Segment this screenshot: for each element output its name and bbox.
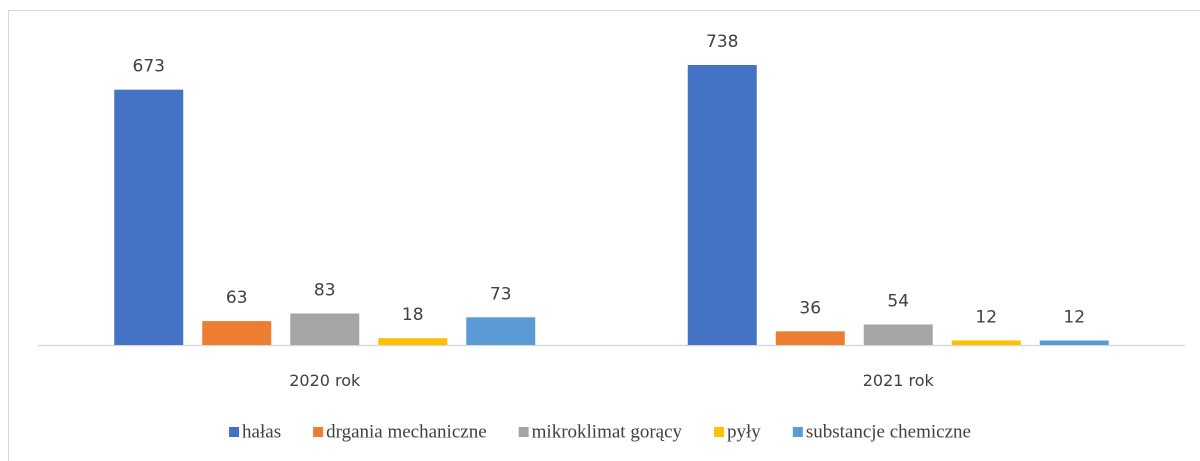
bar [687, 65, 757, 345]
data-label: 673 [133, 57, 165, 77]
legend-label: drgania mechaniczne [326, 421, 487, 442]
bar [202, 321, 272, 345]
data-label: 12 [1063, 307, 1085, 327]
bar [951, 340, 1021, 345]
legend-swatch [229, 427, 240, 437]
bar [466, 317, 536, 345]
legend-swatch [313, 427, 324, 437]
data-label: 73 [490, 284, 512, 304]
data-label: 54 [887, 292, 909, 312]
legend-swatch [792, 427, 803, 437]
bar [378, 338, 448, 345]
legend-label: mikroklimat gorący [532, 421, 683, 442]
data-label: 36 [799, 298, 821, 318]
data-label: 18 [402, 305, 424, 325]
legend-label: pyły [727, 421, 761, 442]
data-label: 12 [975, 307, 997, 327]
bar [775, 331, 845, 345]
x-tick-label: 2020 rok [289, 371, 361, 390]
legend-swatch [714, 427, 725, 437]
bar [1039, 340, 1109, 345]
x-tick-label: 2021 rok [863, 371, 935, 390]
data-label: 83 [314, 281, 336, 301]
bar [290, 313, 360, 345]
data-label: 63 [226, 288, 248, 308]
data-label: 738 [706, 32, 738, 52]
bar [114, 89, 184, 345]
chart-border [8, 10, 1200, 461]
legend-label: hałas [242, 421, 281, 442]
legend-swatch [518, 427, 529, 437]
bar [863, 324, 933, 345]
legend-label: substancje chemiczne [806, 421, 971, 442]
